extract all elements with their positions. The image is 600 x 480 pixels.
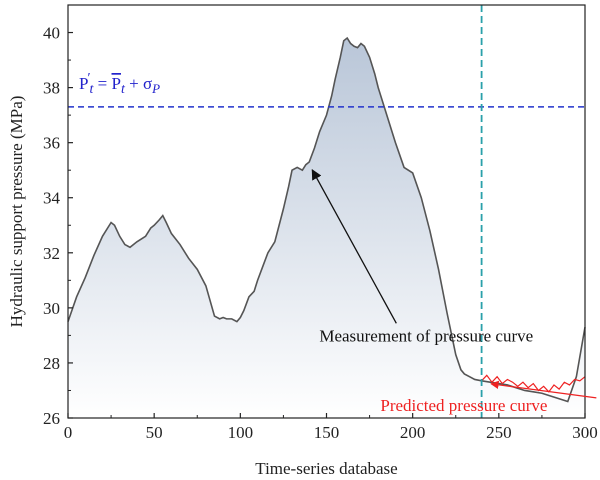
formula-pbar: P [112,74,121,93]
x-tick-label: 50 [146,423,163,442]
measured-annotation-arrow [311,169,397,324]
formula-plus-sigma: + σ [125,74,152,93]
y-tick-label: 40 [43,24,60,43]
measured-curve-annotation: Measurement of pressure curve [319,326,533,345]
x-axis-title: Time-series database [255,459,397,478]
y-tick-label: 26 [43,409,60,428]
y-axis-title: Hydraulic support pressure (MPa) [7,96,26,328]
x-tick-label: 300 [572,423,598,442]
formula-prime: ′ [87,71,90,86]
formula-t2: t [121,82,126,97]
threshold-formula-label: P′t = Pt + σP [79,71,160,97]
y-tick-label: 28 [43,354,60,373]
predicted-pressure-line [481,374,586,393]
y-tick-label: 38 [43,79,60,98]
formula-sub-p: P [151,81,160,96]
formula-p: P [79,74,88,93]
x-tick-label: 200 [400,423,426,442]
y-tick-label: 32 [43,244,60,263]
measured-area-fill [68,38,585,418]
x-tick-label: 100 [228,423,254,442]
predicted-curve-annotation: Predicted pressure curve [380,396,547,415]
formula-eq: = [93,74,111,93]
x-tick-label: 150 [314,423,340,442]
y-tick-label: 36 [43,134,60,153]
predicted-annotation-arrow [490,380,597,399]
measured-pressure-line [67,36,586,403]
formula-t: t [90,82,95,97]
x-tick-label: 0 [64,423,73,442]
y-tick-label: 34 [43,189,61,208]
x-tick-label: 250 [486,423,512,442]
y-tick-label: 30 [43,299,60,318]
